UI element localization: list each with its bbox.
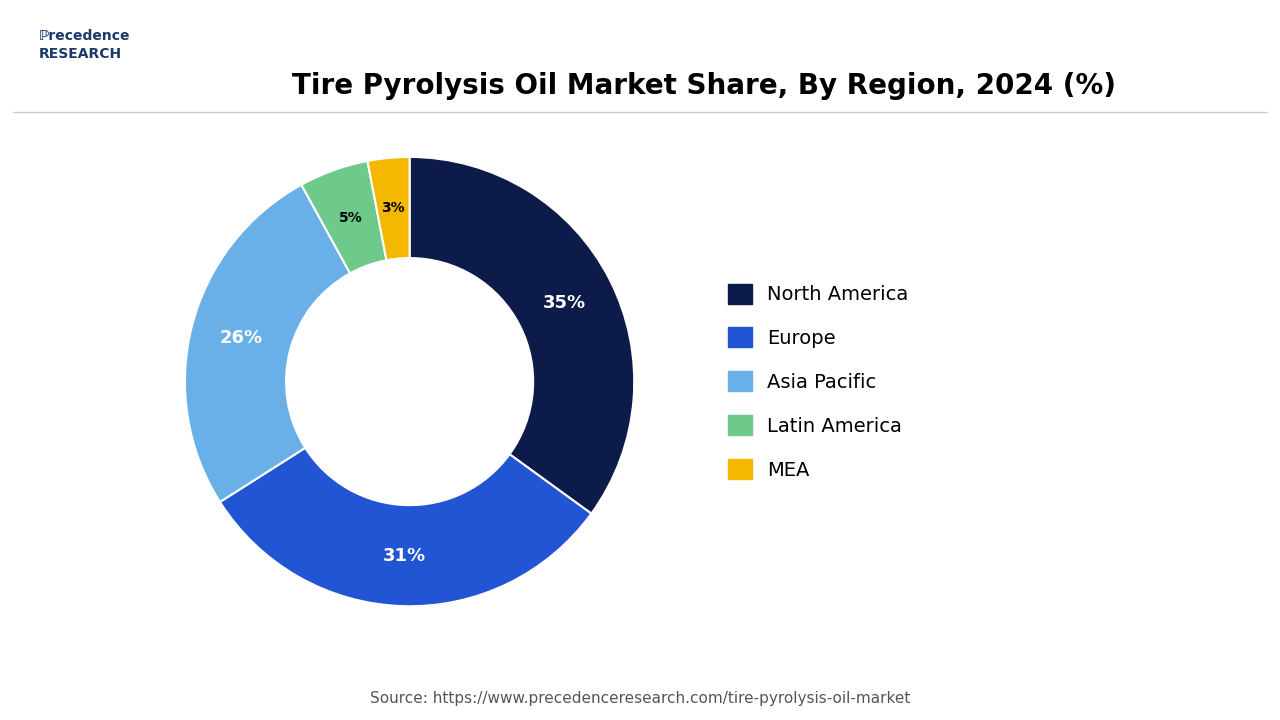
Text: 31%: 31% (383, 546, 426, 564)
Text: 3%: 3% (381, 202, 404, 215)
Text: Source: https://www.precedenceresearch.com/tire-pyrolysis-oil-market: Source: https://www.precedenceresearch.c… (370, 690, 910, 706)
Text: 5%: 5% (339, 211, 362, 225)
Wedge shape (186, 185, 349, 502)
Wedge shape (301, 161, 387, 274)
Text: 35%: 35% (543, 294, 586, 312)
Legend: North America, Europe, Asia Pacific, Latin America, MEA: North America, Europe, Asia Pacific, Lat… (728, 284, 909, 480)
Text: Tire Pyrolysis Oil Market Share, By Region, 2024 (%): Tire Pyrolysis Oil Market Share, By Regi… (292, 72, 1116, 100)
Wedge shape (410, 157, 634, 513)
Text: 26%: 26% (219, 329, 262, 347)
Wedge shape (367, 157, 410, 260)
Text: ℙrecedence
RESEARCH: ℙrecedence RESEARCH (38, 29, 129, 61)
Wedge shape (220, 448, 591, 606)
